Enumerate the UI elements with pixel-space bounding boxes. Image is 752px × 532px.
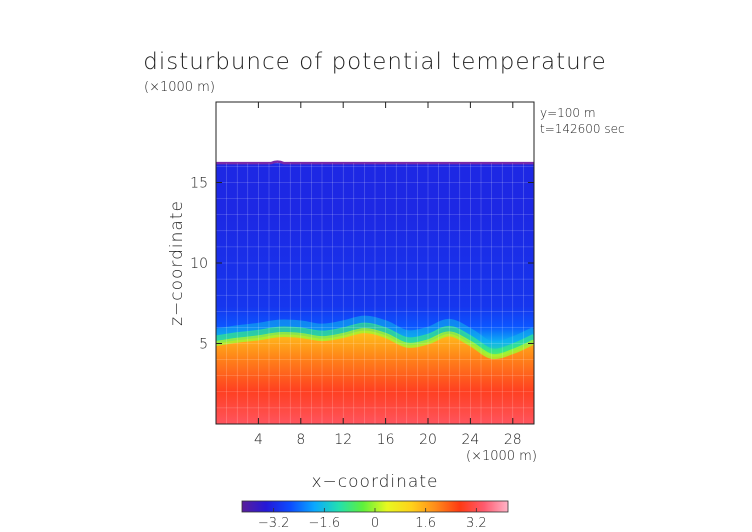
x-tick-label: 12 [334,432,352,448]
y-tick-label: 10 [190,256,208,272]
x-tick-label: 28 [504,432,522,448]
y-axis: 5 10 15 [190,176,534,353]
colorbar-tick-label: −1.6 [309,516,341,531]
interface-upper-band [216,322,534,355]
y-tick-label: 5 [199,337,208,353]
colorbar-tick-label: 0 [371,516,379,531]
x-tick-label: 4 [254,432,263,448]
x-tick-label: 20 [419,432,437,448]
colorbar-tick-label: −3.2 [258,516,290,531]
y-tick-label: 15 [190,176,208,192]
annotation-time: t=142600 sec [540,122,625,136]
grid-layer [216,163,534,424]
colorbar-tick-label: 3.2 [466,516,487,531]
x-axis-label: x−coordinate [312,472,439,492]
interface-diffuse-band [216,315,534,350]
y-axis-label: z−coordinate [167,200,187,326]
x-axis: 4 8 12 16 20 24 28 [254,102,522,448]
plot-area [216,102,534,424]
top-boundary-layer [216,160,534,165]
colorbar: −3.2 −1.6 0 1.6 3.2 [241,500,509,531]
colorbar-tick-label: 1.6 [415,516,436,531]
x-tick-label: 8 [296,432,305,448]
chart-title: disturbunce of potential temperature [143,49,607,75]
y-axis-unit: (×1000 m) [144,80,215,95]
x-tick-label: 24 [461,432,479,448]
interface-band [216,328,534,360]
annotation-y: y=100 m [540,106,596,120]
field-lower-layer [216,330,534,424]
colorbar-ticks: −3.2 −1.6 0 1.6 3.2 [258,508,487,531]
x-axis-unit: (×1000 m) [466,449,537,464]
x-tick-label: 16 [377,432,395,448]
